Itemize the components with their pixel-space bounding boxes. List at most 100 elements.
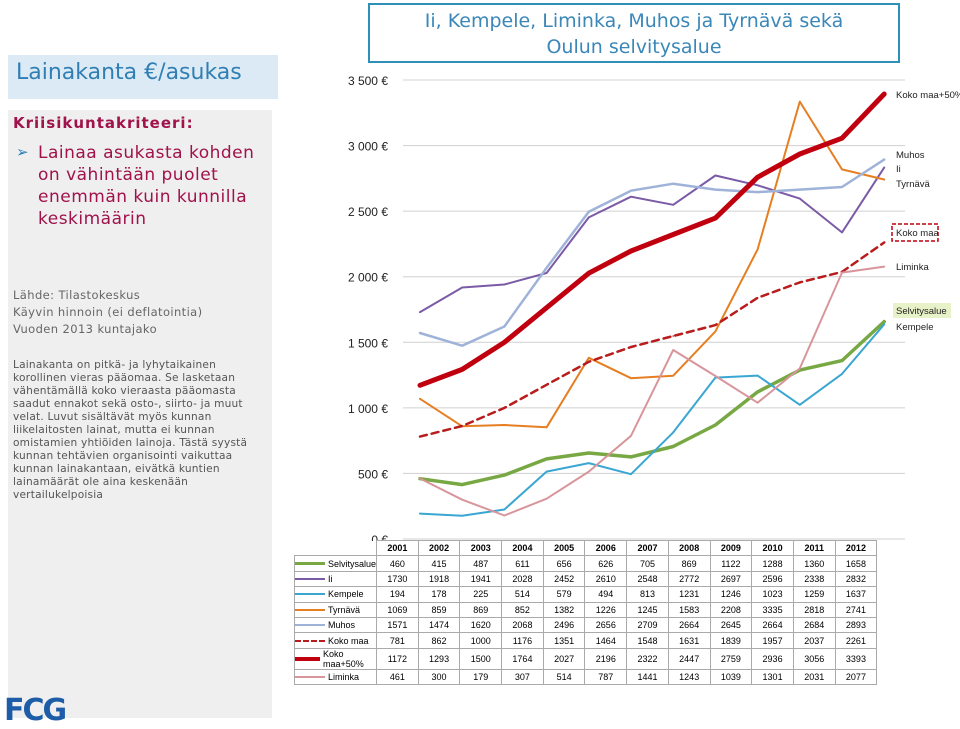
legend-name: Kempele bbox=[328, 589, 364, 600]
table-cell: 781 bbox=[376, 632, 419, 649]
series-end-label: Liminka bbox=[896, 262, 929, 273]
x-tick-label: 2006 bbox=[584, 539, 628, 557]
table-cell: 300 bbox=[417, 668, 461, 686]
data-point bbox=[714, 375, 717, 377]
table-cell: 2447 bbox=[667, 647, 711, 670]
table-row: Ii 1730 1918 1941 2028 2452 2610 2548 2772 2697 25… bbox=[293, 570, 878, 588]
y-tick-label: 1 500 € bbox=[348, 336, 388, 350]
data-point bbox=[756, 391, 759, 393]
source-line: Käyvin hinnoin (ei deflatointia) bbox=[13, 305, 203, 319]
series-end-label: Muhos bbox=[896, 150, 925, 161]
table-cell: 1620 bbox=[459, 616, 503, 634]
data-point bbox=[419, 384, 421, 387]
table-cell: 2772 bbox=[667, 570, 711, 588]
y-tick-label: 3 000 € bbox=[348, 140, 388, 154]
table-cell: 862 bbox=[417, 632, 461, 649]
data-point bbox=[503, 508, 506, 511]
table-cell: 2684 bbox=[792, 616, 836, 634]
data-point bbox=[672, 335, 674, 337]
legend-name: Koko maa+50% bbox=[322, 648, 364, 669]
table-cell: 1631 bbox=[667, 632, 711, 649]
data-point bbox=[714, 188, 717, 191]
table-cell: 178 bbox=[417, 586, 461, 603]
x-tick-label: 2008 bbox=[667, 539, 711, 557]
data-point bbox=[672, 182, 674, 185]
data-point bbox=[799, 404, 801, 406]
x-tick-label: 2011 bbox=[792, 539, 836, 557]
series-line-ii bbox=[419, 166, 886, 314]
data-point bbox=[545, 383, 548, 386]
data-point bbox=[588, 462, 590, 464]
table-cell: 1069 bbox=[376, 601, 419, 618]
data-point bbox=[545, 266, 548, 269]
data-point bbox=[756, 297, 759, 299]
table-cell: 2818 bbox=[792, 601, 836, 618]
x-tick-label: 2005 bbox=[542, 539, 586, 557]
table-cell: 1500 bbox=[459, 647, 503, 670]
data-point bbox=[841, 168, 843, 171]
series-line-selvitysalue bbox=[418, 319, 886, 487]
data-point bbox=[799, 367, 801, 370]
table-cell: 514 bbox=[501, 586, 544, 603]
x-tick-label: 2001 bbox=[376, 539, 419, 557]
table-cell: 2741 bbox=[834, 601, 878, 618]
y-tick-label: 2 000 € bbox=[348, 271, 388, 285]
table-cell: 869 bbox=[667, 555, 711, 572]
data-point bbox=[419, 311, 421, 313]
series-end-label: Koko maa bbox=[896, 228, 939, 239]
legend-key bbox=[295, 577, 325, 580]
x-tick-label: 2002 bbox=[417, 539, 461, 557]
data-point bbox=[461, 368, 463, 371]
data-point bbox=[545, 272, 548, 274]
table-cell: 2697 bbox=[709, 570, 753, 588]
table-cell: 2208 bbox=[709, 601, 753, 618]
data-point bbox=[756, 176, 759, 178]
data-point bbox=[630, 377, 632, 380]
data-point bbox=[672, 233, 674, 236]
criteria-text: Lainaa asukasta kohden on vähintään puol… bbox=[38, 143, 255, 229]
source-notes: Lähde: Tilastokeskus Käyvin hinnoin (ei … bbox=[13, 287, 203, 338]
table-cell: 1730 bbox=[376, 570, 419, 588]
table-cell: 2656 bbox=[584, 616, 628, 634]
data-point bbox=[672, 204, 674, 206]
data-point bbox=[503, 514, 506, 517]
table-cell: 1957 bbox=[751, 632, 794, 649]
table-cell: 2596 bbox=[751, 570, 794, 588]
series-line-tyrn-v- bbox=[419, 100, 886, 429]
legend-key bbox=[295, 624, 325, 627]
data-point bbox=[419, 435, 421, 438]
table-cell: 2936 bbox=[751, 647, 794, 670]
table-cell: 2832 bbox=[834, 570, 878, 588]
data-point bbox=[588, 356, 590, 359]
table-cell: 2452 bbox=[542, 570, 586, 588]
table-cell: 461 bbox=[376, 668, 419, 686]
table-cell: 1548 bbox=[626, 632, 669, 649]
data-point bbox=[503, 325, 506, 328]
table-cell: 1023 bbox=[751, 586, 794, 603]
legend-key bbox=[295, 593, 325, 596]
x-tick-label: 2004 bbox=[501, 539, 544, 557]
table-cell: 1122 bbox=[709, 555, 753, 572]
series-legend-label: Ii bbox=[293, 570, 378, 588]
table-corner bbox=[294, 540, 377, 556]
data-point bbox=[630, 346, 632, 348]
table-cell: 1764 bbox=[501, 647, 544, 670]
table-cell: 1474 bbox=[417, 616, 461, 634]
table-cell: 3393 bbox=[834, 647, 878, 670]
fcg-logo: FCG bbox=[4, 693, 67, 728]
data-point bbox=[461, 514, 463, 517]
y-tick-label: 1 000 € bbox=[348, 402, 388, 416]
data-point bbox=[714, 324, 717, 326]
series-legend-label: Muhos bbox=[293, 616, 378, 634]
data-point bbox=[503, 341, 506, 344]
table-cell: 2610 bbox=[584, 570, 628, 588]
table-cell: 2261 bbox=[834, 632, 878, 649]
left-title: Lainakanta €/asukas bbox=[16, 60, 242, 85]
table-cell: 1176 bbox=[501, 632, 544, 649]
info-panel bbox=[8, 110, 272, 718]
legend-name: Koko maa bbox=[328, 635, 369, 646]
data-point bbox=[588, 452, 590, 454]
data-point bbox=[799, 197, 801, 200]
data-point bbox=[714, 424, 717, 426]
table-cell: 1246 bbox=[709, 586, 753, 603]
